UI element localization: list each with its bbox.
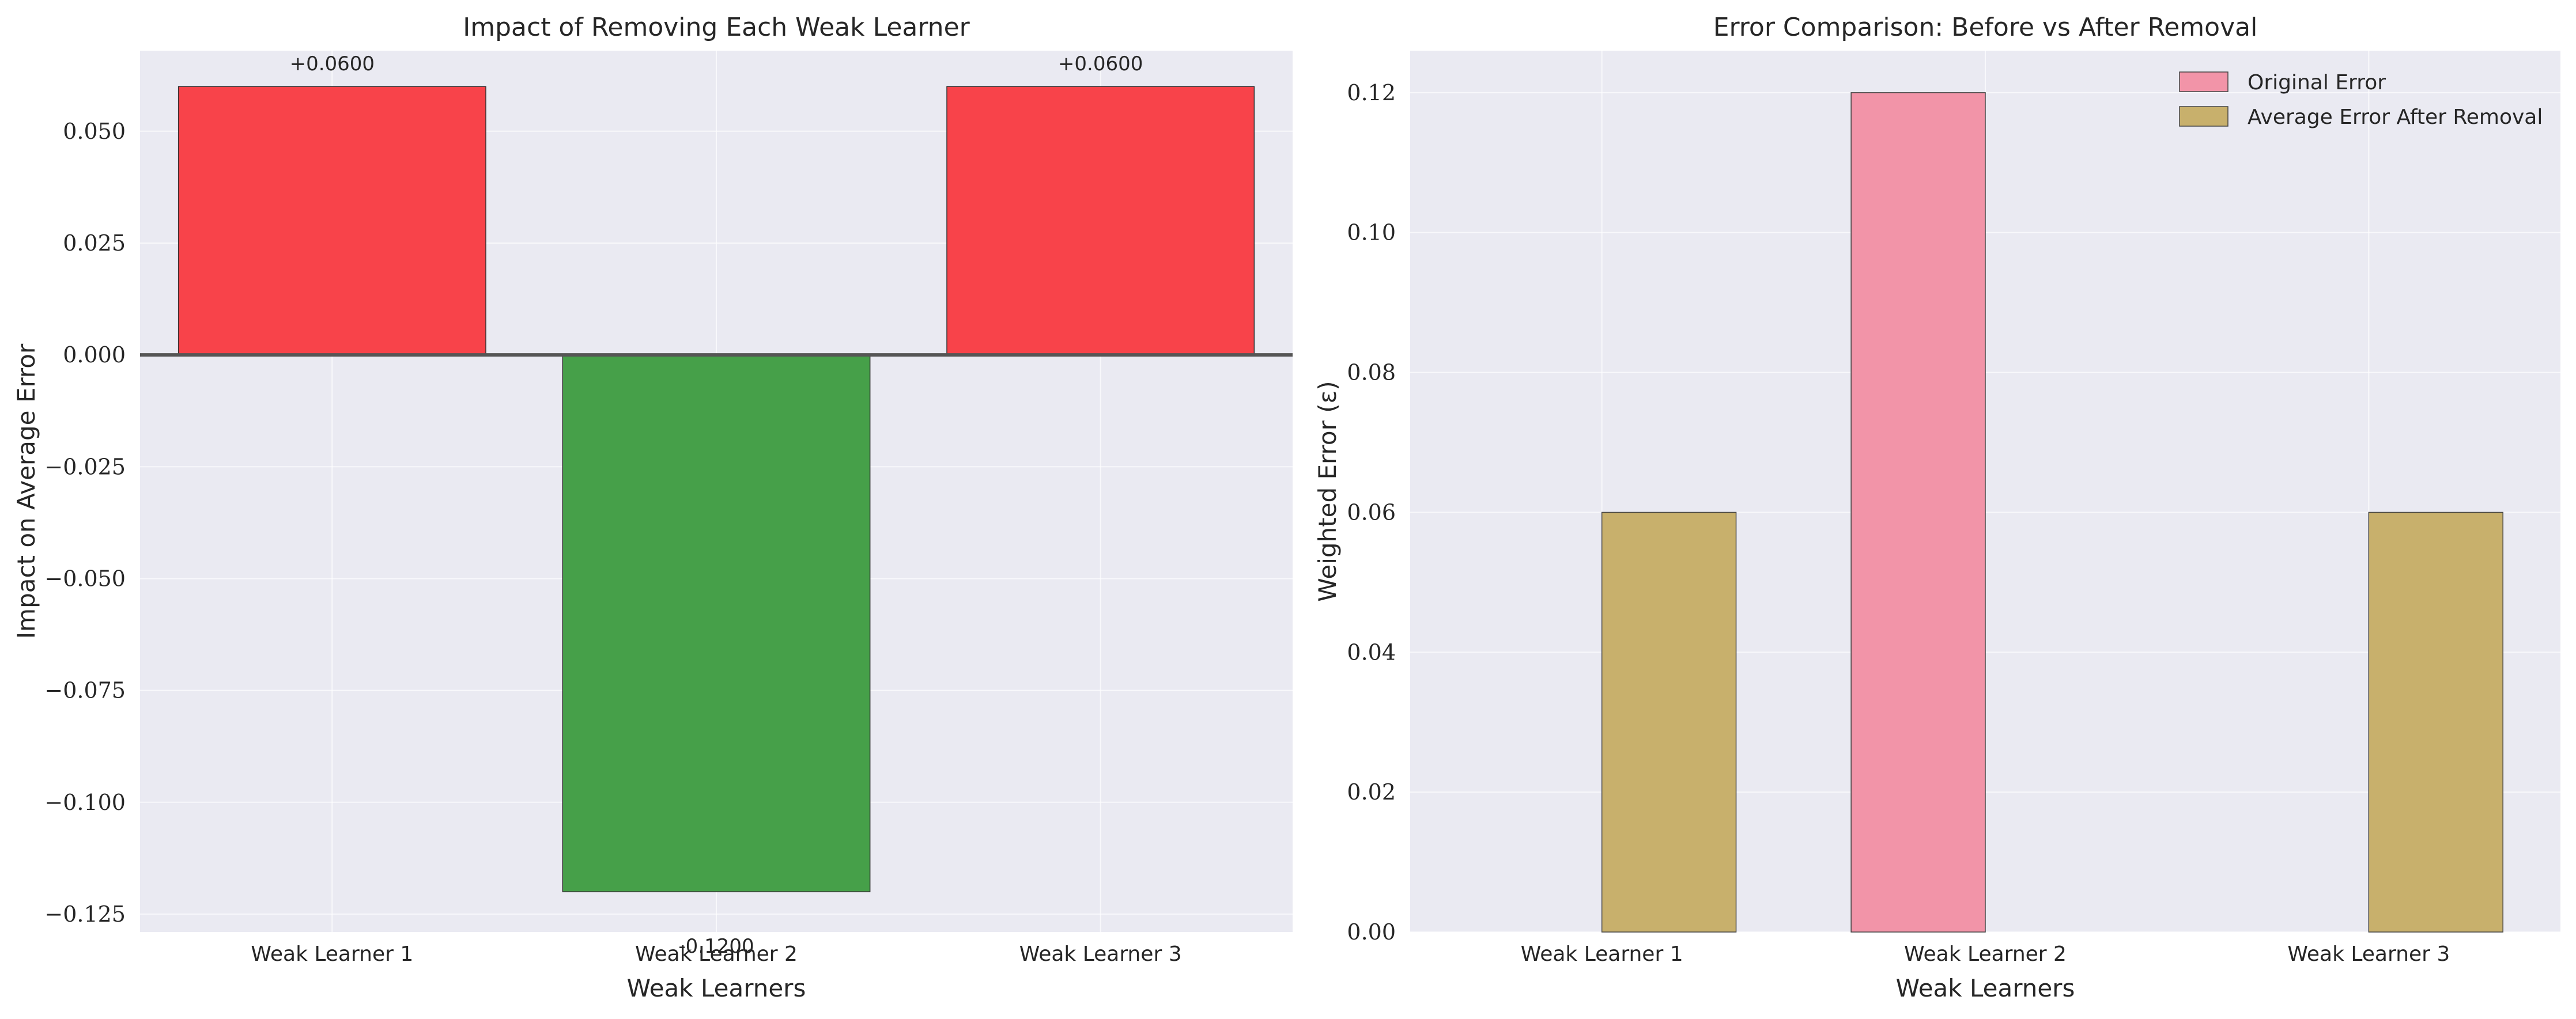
error-y-tick-label: 0.12 <box>1347 80 1396 105</box>
impact-y-tick-label: 0.050 <box>63 119 126 144</box>
impact-chart: −0.125 −0.100 −0.075 −0.050 −0.025 0.000 0.025… <box>12 13 1293 1002</box>
error-bars <box>1601 92 2503 933</box>
error-comparison-chart: 0.00 0.02 0.04 0.06 0.08 0.10 0.12 Weak Learne… <box>1313 13 2560 1002</box>
error-y-tick-label: 0.08 <box>1347 360 1396 385</box>
impact-y-tick-label: −0.100 <box>44 790 126 815</box>
impact-y-tick-label: 0.000 <box>63 342 126 368</box>
impact-y-tick-label: −0.075 <box>44 678 126 703</box>
legend-swatch-average-error-after-removal <box>2179 106 2228 127</box>
error-legend: Original Error Average Error After Remov… <box>2179 71 2543 129</box>
impact-data-labels: +0.0600 -0.1200 +0.0600 <box>290 52 1143 958</box>
error-y-ticks: 0.00 0.02 0.04 0.06 0.08 0.10 0.12 <box>1347 80 1396 945</box>
impact-y-tick-label: −0.125 <box>44 901 126 927</box>
error-x-axis-label: Weak Learners <box>1896 974 2075 1002</box>
impact-y-tick-label: −0.025 <box>44 454 126 479</box>
impact-data-label-weak-learner-2: -0.1200 <box>678 935 754 958</box>
impact-y-tick-label: 0.025 <box>63 230 126 256</box>
impact-x-tick-label: Weak Learner 3 <box>1019 942 1182 966</box>
legend-swatch-original-error <box>2179 71 2228 92</box>
error-bar-average-error-after-removal-weak-learner-1 <box>1601 512 1737 933</box>
impact-x-tick-label: Weak Learner 2 <box>635 942 798 966</box>
legend-label-average-error-after-removal: Average Error After Removal <box>2248 105 2543 129</box>
error-y-tick-label: 0.10 <box>1347 220 1396 245</box>
error-y-tick-label: 0.00 <box>1347 919 1396 945</box>
error-y-tick-label: 0.02 <box>1347 779 1396 805</box>
error-bar-average-error-after-removal-weak-learner-3 <box>2368 512 2503 933</box>
impact-bars <box>140 86 1293 892</box>
error-chart-title: Error Comparison: Before vs After Remova… <box>1713 13 2258 42</box>
impact-x-axis-label: Weak Learners <box>627 974 806 1002</box>
impact-y-axis-label: Impact on Average Error <box>12 343 40 639</box>
error-x-tick-label: Weak Learner 1 <box>1521 942 1683 966</box>
impact-y-ticks: −0.125 −0.100 −0.075 −0.050 −0.025 0.000 0.025… <box>44 119 126 927</box>
impact-y-tick-label: −0.050 <box>44 566 126 591</box>
impact-x-tick-label: Weak Learner 1 <box>251 942 413 966</box>
error-y-axis-label: Weighted Error (ε) <box>1313 381 1342 601</box>
impact-data-label-weak-learner-3: +0.0600 <box>1058 52 1143 75</box>
impact-bar-weak-learner-1 <box>177 86 486 355</box>
error-x-ticks: Weak Learner 1 Weak Learner 2 Weak Learner… <box>1521 942 2450 966</box>
impact-chart-title: Impact of Removing Each Weak Learner <box>463 13 970 42</box>
error-x-tick-label: Weak Learner 2 <box>1904 942 2067 966</box>
error-x-tick-label: Weak Learner 3 <box>2287 942 2450 966</box>
impact-data-label-weak-learner-1: +0.0600 <box>290 52 375 75</box>
impact-x-ticks: Weak Learner 1 Weak Learner 2 Weak Learner… <box>251 942 1181 966</box>
error-y-tick-label: 0.04 <box>1347 639 1396 665</box>
error-y-tick-label: 0.06 <box>1347 499 1396 525</box>
impact-bar-weak-learner-3 <box>946 86 1255 355</box>
error-bar-original-error-weak-learner-2 <box>1850 92 1986 933</box>
legend-label-original-error: Original Error <box>2248 71 2386 94</box>
impact-bar-weak-learner-2 <box>562 354 871 892</box>
